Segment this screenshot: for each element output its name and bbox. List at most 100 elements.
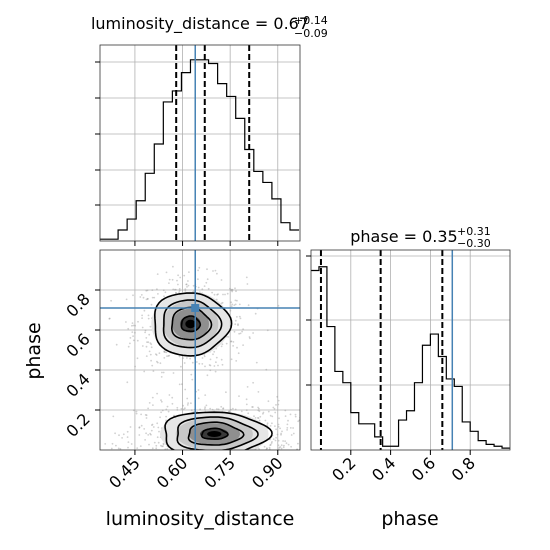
scatter-point — [232, 341, 235, 343]
scatter-point — [118, 434, 120, 437]
contour-line — [187, 421, 245, 446]
scatter-point — [230, 358, 233, 361]
scatter-point — [162, 445, 164, 448]
scatter-point — [274, 439, 277, 442]
dist-hist-steps — [100, 59, 300, 240]
scatter-point — [284, 415, 287, 417]
scatter-point — [234, 287, 236, 290]
scatter-point — [245, 409, 248, 412]
scatter-point — [279, 427, 281, 430]
scatter-point — [147, 407, 150, 410]
scatter-point — [271, 441, 273, 443]
scatter-point — [222, 407, 225, 410]
scatter-point — [121, 437, 123, 439]
scatter-point — [190, 402, 192, 405]
scatter-point — [238, 315, 241, 318]
scatter-point — [231, 303, 234, 306]
scatter-point — [179, 276, 182, 279]
scatter-point — [161, 445, 163, 448]
scatter-point — [172, 372, 175, 374]
scatter-point — [150, 343, 153, 346]
density-level — [185, 319, 196, 329]
scatter-point — [281, 430, 283, 433]
scatter-point — [160, 399, 162, 402]
scatter-point — [248, 336, 251, 338]
scatter-point — [162, 371, 165, 374]
scatter-point — [114, 432, 116, 435]
scatter-point — [230, 288, 233, 291]
scatter-point — [236, 299, 238, 302]
scatter-point — [257, 406, 259, 409]
scatter-point — [186, 357, 188, 359]
scatter-point — [145, 432, 148, 435]
scatter-point — [178, 291, 181, 293]
scatter-point — [184, 288, 187, 290]
scatter-point — [112, 415, 115, 418]
scatter-point — [141, 326, 144, 329]
scatter-point — [182, 408, 185, 411]
scatter-point — [147, 341, 150, 344]
scatter-point — [160, 400, 163, 403]
scatter-point — [174, 288, 177, 291]
scatter-point — [150, 429, 153, 432]
scatter-point — [192, 284, 195, 287]
scatter-point — [285, 442, 288, 445]
scatter-point — [130, 443, 133, 445]
dist-title-eq: = — [250, 14, 274, 33]
scatter-point — [225, 342, 228, 345]
scatter-point — [290, 445, 292, 448]
scatter-point — [164, 351, 166, 353]
scatter-point — [209, 358, 212, 361]
scatter-point — [247, 304, 250, 307]
scatter-point — [220, 345, 223, 348]
scatter-point — [111, 442, 114, 445]
phase-x-tick-label: 0.4 — [368, 453, 399, 484]
scatter-point — [211, 291, 214, 294]
scatter-point — [157, 441, 160, 444]
scatter-point — [258, 448, 261, 450]
scatter-point — [242, 344, 245, 346]
scatter-point — [184, 388, 187, 391]
scatter-point — [301, 448, 303, 450]
phase-hist-panel: phase = 0.35 +0.31 −0.30 — [306, 225, 511, 455]
phase-title-minus: −0.30 — [457, 237, 491, 250]
scatter-point — [208, 364, 211, 366]
scatter-point — [153, 441, 156, 444]
scatter-point — [220, 358, 223, 361]
scatter-point — [144, 439, 147, 441]
scatter-point — [257, 409, 260, 412]
phase-title-param: phase — [350, 227, 398, 246]
scatter-point — [234, 299, 237, 302]
scatter-point — [241, 330, 244, 333]
scatter-point — [197, 397, 200, 400]
scatter-point — [155, 444, 158, 447]
scatter-point — [165, 415, 168, 418]
scatter-point — [156, 392, 159, 395]
scatter-point — [186, 397, 189, 400]
phase-hist-frame — [310, 249, 511, 451]
scatter-point — [138, 426, 141, 429]
scatter-point — [264, 419, 267, 422]
dist-title-param: luminosity_distance — [91, 14, 250, 34]
scatter-point — [225, 391, 227, 394]
scatter-point — [161, 371, 163, 374]
dist-title-value: 0.67 — [273, 14, 309, 33]
scatter-point — [266, 447, 268, 450]
scatter-point — [231, 289, 234, 291]
scatter-point — [145, 298, 148, 301]
scatter-point — [166, 405, 169, 408]
scatter-point — [292, 432, 295, 435]
scatter-point — [152, 426, 155, 428]
scatter-point — [178, 289, 181, 292]
phase-x-tick-label: 0.6 — [408, 453, 439, 484]
dist-title-plus: +0.14 — [294, 14, 328, 27]
scatter-point — [144, 331, 147, 334]
scatter-point — [134, 365, 137, 368]
scatter-point — [229, 287, 231, 290]
scatter-point — [140, 413, 143, 416]
scatter-point — [211, 408, 214, 411]
scatter-point — [268, 448, 271, 450]
scatter-point — [239, 317, 242, 320]
scatter-point — [173, 288, 176, 291]
